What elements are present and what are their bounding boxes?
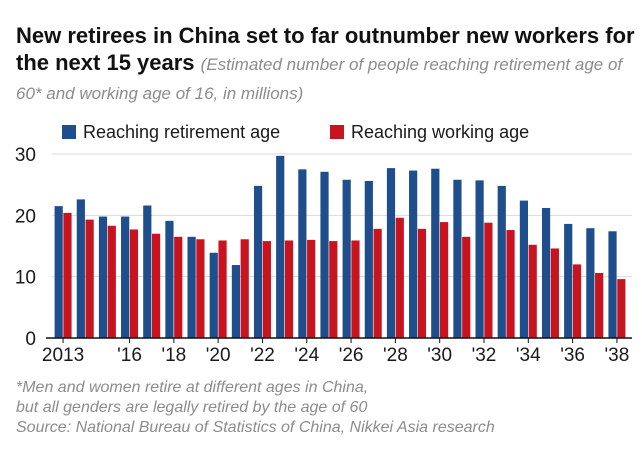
x-tick-label: '26: [339, 345, 364, 366]
x-tick-label: '20: [206, 345, 231, 366]
bar-working-2033: [506, 230, 515, 338]
bar-retirement-2015: [98, 216, 108, 338]
bar-retirement-2022: [253, 185, 263, 338]
bar-working-2035: [550, 248, 559, 338]
x-tick-label: '38: [605, 345, 630, 366]
axes: 2013 '16 '18 '20 '22 '24 '26 '28 '30 '32 '34 '36 '38: [42, 337, 632, 366]
bar-retirement-2032: [475, 180, 484, 338]
bar-working-2013: [63, 212, 72, 338]
bar-working-2034: [528, 244, 537, 338]
y-tick-label: 30: [15, 145, 36, 166]
bar-retirement-2028: [386, 168, 396, 338]
bar-working-2015: [107, 225, 116, 338]
bar-retirement-2031: [453, 179, 462, 338]
x-tick-label: '24: [294, 345, 319, 366]
bar-working-2014: [85, 219, 94, 338]
x-tick-label: '22: [250, 345, 275, 366]
bar-retirement-2038: [608, 231, 617, 338]
legend-label-working: Reaching working age: [351, 122, 529, 142]
y-tick-label: 0: [25, 329, 36, 350]
bar-working-2024: [307, 239, 316, 338]
footnote-line-2: but all genders are legally retired by t…: [16, 399, 368, 416]
bar-working-2037: [595, 272, 604, 338]
chart-subtitle: (Estimated number of people reaching ret…: [16, 55, 623, 103]
bar-retirement-2013: [54, 206, 63, 338]
bar-retirement-2035: [541, 207, 551, 338]
bar-retirement-2025: [320, 171, 329, 338]
bar-retirement-2027: [364, 180, 373, 338]
bar-retirement-2033: [497, 185, 506, 338]
legend-swatch-retirement: [62, 125, 76, 139]
bar-retirement-2037: [586, 228, 595, 338]
x-tick-label: '34: [516, 345, 541, 366]
x-tick-label: '16: [117, 345, 142, 366]
bar-retirement-2026: [342, 179, 351, 338]
bar-chart: Reaching retirement age Reaching working …: [15, 122, 632, 366]
bar-working-2021: [240, 239, 249, 338]
chart-legend: Reaching retirement age Reaching working …: [62, 122, 529, 142]
bar-working-2019: [196, 239, 205, 338]
bar-working-2032: [484, 222, 493, 338]
bar-retirement-2030: [431, 168, 440, 338]
bar-retirement-2029: [409, 170, 418, 338]
bar-retirement-2018: [165, 220, 174, 338]
bar-working-2029: [417, 228, 427, 338]
bar-retirement-2034: [519, 200, 529, 338]
y-tick-label: 10: [15, 268, 36, 289]
chart-title: New retirees in China set to far outnumb…: [16, 22, 636, 107]
bar-working-2036: [572, 264, 582, 338]
bar-retirement-2024: [298, 169, 307, 338]
legend-label-retirement: Reaching retirement age: [83, 122, 280, 142]
bar-working-2016: [129, 229, 139, 338]
bar-working-2027: [373, 228, 382, 338]
bar-working-2023: [284, 240, 294, 338]
bar-working-2020: [218, 240, 227, 338]
bar-working-2030: [439, 222, 449, 338]
x-tick-label: 2013: [42, 345, 84, 366]
x-tick-label: '36: [560, 345, 585, 366]
bar-retirement-2023: [276, 155, 285, 338]
bar-working-2022: [262, 241, 271, 338]
bar-retirement-2019: [187, 236, 196, 338]
bar-working-2017: [151, 233, 161, 338]
x-tick-label: '30: [427, 345, 452, 366]
bar-working-2018: [174, 236, 183, 338]
legend-swatch-working: [330, 125, 344, 139]
bar-retirement-2014: [76, 199, 85, 338]
x-tick-label: '28: [383, 345, 408, 366]
bar-retirement-2036: [564, 223, 573, 338]
bar-working-2025: [329, 241, 338, 338]
bar-working-2038: [617, 279, 626, 338]
chart-title-text: New retirees in China set to far outnumb…: [16, 23, 635, 75]
bar-working-2028: [395, 217, 404, 338]
bar-working-2026: [351, 240, 360, 338]
bar-retirement-2017: [143, 205, 152, 338]
bar-working-2031: [462, 236, 471, 338]
bar-retirement-2021: [231, 265, 241, 338]
x-tick-label: '32: [472, 345, 497, 366]
y-tick-label: 20: [15, 206, 36, 227]
source-note: Source: National Bureau of Statistics of…: [16, 419, 495, 436]
bar-retirement-2016: [121, 216, 130, 338]
bar-retirement-2020: [209, 252, 218, 338]
footnote-line-1: *Men and women retire at different ages …: [16, 379, 369, 396]
x-tick-label: '18: [161, 345, 186, 366]
bars: [54, 155, 626, 338]
